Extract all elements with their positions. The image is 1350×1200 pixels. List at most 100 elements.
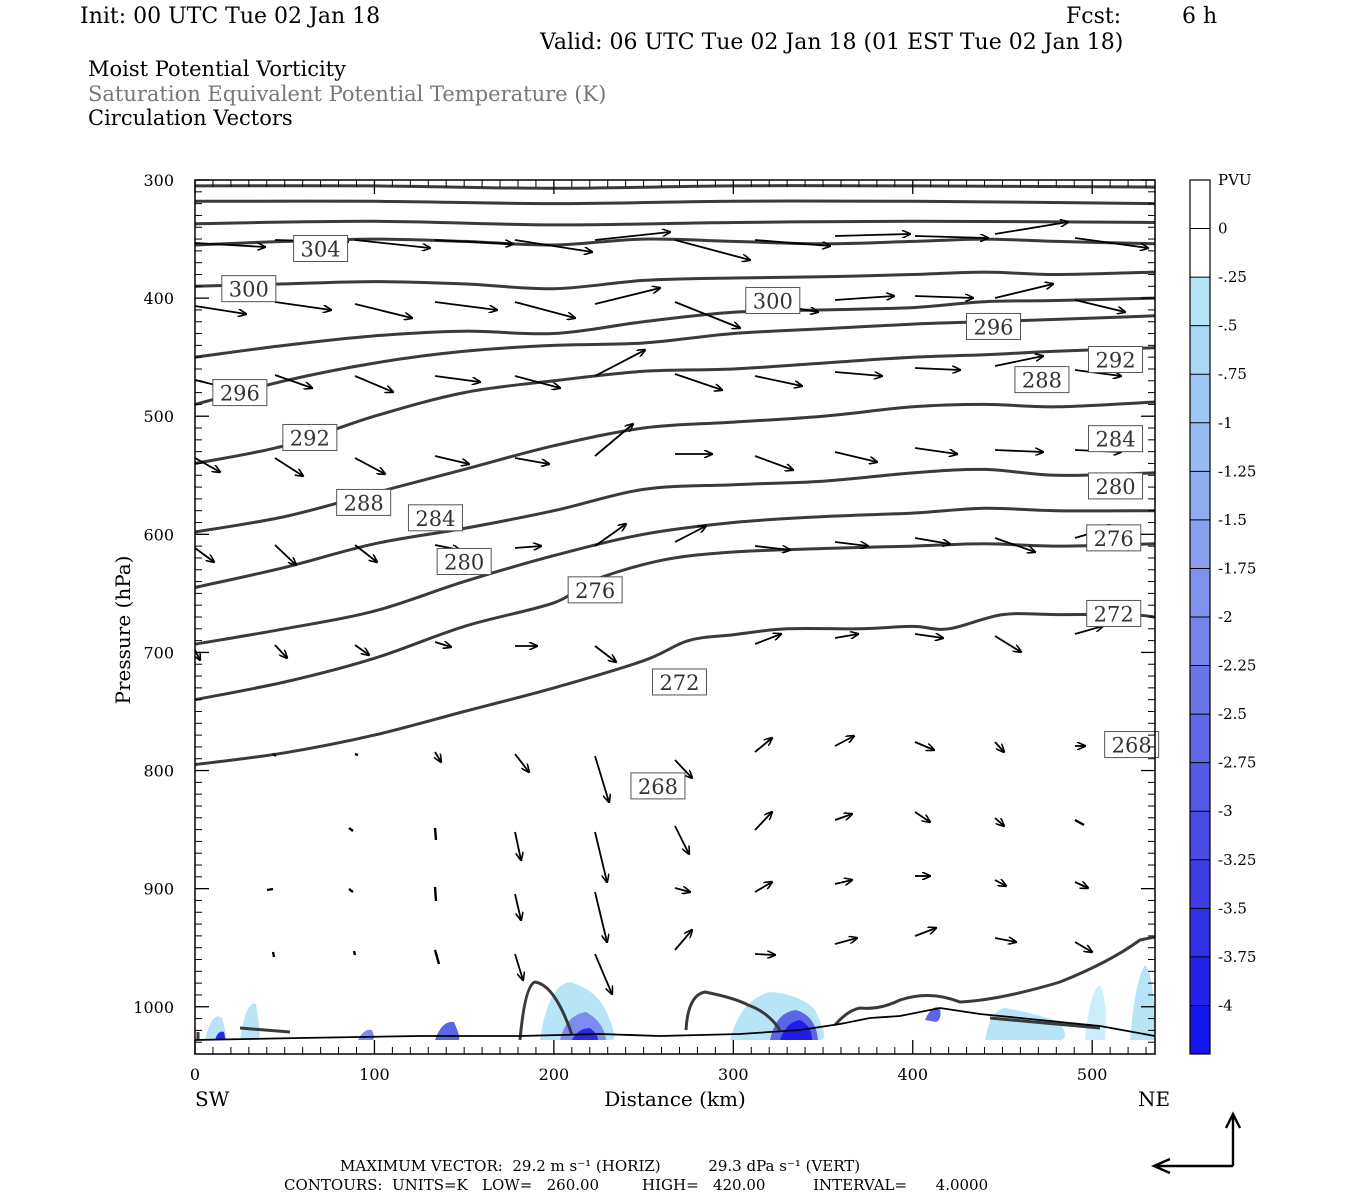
vector-arrow (914, 447, 957, 454)
colorbar-swatch (1190, 228, 1210, 278)
pv-region (240, 1003, 260, 1040)
vector-dot (272, 753, 277, 757)
colorbar-label: -1.25 (1218, 462, 1256, 480)
colorbar-label: -1.5 (1218, 511, 1247, 529)
forecast-label: Fcst: (1066, 4, 1122, 29)
reference-vertical-arrow (1224, 1111, 1242, 1166)
colorbar-label: -3.75 (1218, 948, 1256, 966)
contour-label: 268 (638, 775, 678, 799)
y-tick-label: 500 (143, 407, 174, 426)
colorbar-swatch (1190, 374, 1210, 424)
vector-arrow (754, 954, 775, 955)
contour-label: 272 (659, 671, 699, 695)
colorbar-swatch (1190, 422, 1210, 472)
contour-label-box (336, 488, 392, 516)
contour-label: 296 (973, 315, 1013, 339)
vector-arrow (674, 239, 750, 260)
valid-time: Valid: 06 UTC Tue 02 Jan 18 (01 EST Tue … (540, 30, 1124, 55)
contour-line-surface (518, 980, 574, 1041)
pv-region (925, 1007, 941, 1022)
vector-arrow (754, 375, 802, 386)
vector-arrow (434, 455, 469, 464)
vector-arrow (674, 888, 690, 892)
vector-arrow (1074, 237, 1148, 248)
contour-label: 288 (344, 491, 384, 515)
vector-arrow (674, 301, 740, 328)
vector-dot (433, 827, 438, 841)
colorbar-label: -1.75 (1218, 559, 1256, 577)
colorbar-swatch (1190, 1005, 1210, 1055)
contour-settings-note: CONTOURS: UNITS=K LOW= 260.00 HIGH= 420.… (284, 1176, 989, 1194)
vector-arrow (594, 831, 607, 882)
vector-arrow (274, 457, 303, 476)
vector-arrow (834, 938, 857, 945)
colorbar-label: -4 (1218, 996, 1233, 1014)
colorbar-label: -.5 (1218, 317, 1237, 335)
vector-arrow (914, 741, 934, 750)
vector-arrow (434, 375, 480, 382)
vector-arrow (514, 301, 575, 318)
vector-arrow (754, 812, 772, 831)
vector-arrow (594, 524, 626, 547)
vector-arrow (994, 938, 1016, 942)
x-tick-label: 0 (190, 1065, 200, 1084)
colorbar-swatch (1190, 908, 1210, 958)
vector-arrow (914, 296, 973, 298)
colorbar-label: -1 (1218, 414, 1233, 432)
pv-region (1085, 985, 1106, 1040)
contour-label-box (436, 547, 492, 575)
vector-arrow (674, 759, 692, 778)
contour-line-surface (196, 1016, 1101, 1040)
vector-arrow (834, 736, 854, 747)
contour-label: 276 (575, 579, 615, 603)
contour-label-box (1088, 472, 1144, 500)
contour-label: 296 (220, 382, 260, 406)
vector-arrow (754, 882, 772, 893)
vector-arrow (914, 236, 988, 238)
vector-arrow (594, 232, 670, 241)
contour-label-box (1088, 346, 1144, 374)
small-vectors (266, 752, 1085, 965)
vector-arrow (274, 374, 312, 388)
colorbar-swatch (1190, 277, 1210, 327)
vector-dot (348, 888, 354, 893)
contour-line-296 (195, 296, 1155, 359)
contour-line-288 (195, 346, 1155, 465)
contour-label: 304 (301, 238, 341, 262)
contour-line-268 (195, 612, 1155, 767)
vector-arrow (914, 811, 930, 822)
colorbar-swatch (1190, 811, 1210, 861)
vector-arrow (674, 825, 689, 854)
vector-arrow (834, 234, 910, 236)
contour-label-box (1086, 599, 1142, 627)
y-tick-label: 300 (143, 171, 174, 190)
surface-contours (196, 935, 1155, 1041)
x-tick-label: 200 (539, 1065, 570, 1084)
vector-arrow (434, 239, 513, 244)
vector-arrow (834, 296, 894, 301)
y-tick-label: 900 (143, 880, 174, 899)
vector-arrow (1074, 626, 1103, 635)
vector-arrow (594, 645, 616, 662)
vector-arrow (1074, 299, 1125, 312)
maximum-vector-note: MAXIMUM VECTOR: 29.2 m s⁻¹ (HORIZ) 29.3 … (340, 1157, 861, 1175)
x-tick-label: 300 (718, 1065, 749, 1084)
vector-arrow (994, 880, 1006, 886)
contour-label-box (293, 235, 349, 263)
vector-arrow (514, 893, 521, 920)
contour-label: 276 (1094, 527, 1134, 551)
colorbar-swatch (1190, 568, 1210, 618)
vector-arrow (594, 350, 645, 377)
contour-line-surface (833, 935, 1155, 1026)
vector-arrow (914, 537, 950, 544)
vector-arrow (914, 368, 960, 370)
vector-arrow (834, 451, 877, 462)
circulation-vectors (195, 222, 1148, 994)
vector-arrow (834, 371, 882, 376)
colorbar-label: -3 (1218, 802, 1233, 820)
vector-arrow (834, 634, 858, 638)
vector-arrow (994, 356, 1043, 367)
contour-label: 280 (1095, 475, 1135, 499)
vector-arrow (274, 301, 331, 310)
